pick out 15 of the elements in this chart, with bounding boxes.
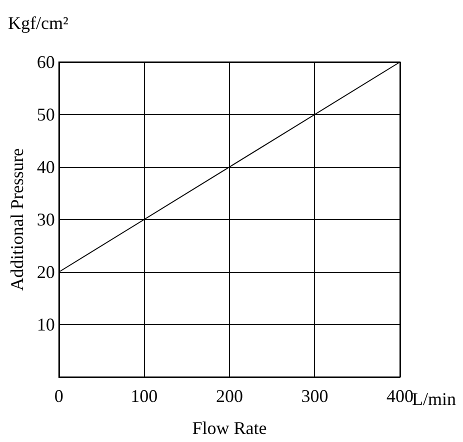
y-tick-label: 50 xyxy=(36,104,55,124)
y-tick-label: 40 xyxy=(36,157,55,177)
text: L/min xyxy=(412,389,456,409)
x-tick-label: 300 xyxy=(301,386,328,406)
y-tick-label: 30 xyxy=(36,210,55,230)
x-tick-label: 100 xyxy=(130,386,158,406)
x-axis-title: Flow Rate xyxy=(192,418,267,438)
y-tick-label: 10 xyxy=(36,314,55,334)
x-tick-label: 400 xyxy=(386,386,414,406)
text: Kgf/cm² xyxy=(8,13,68,33)
x-tick-label: 200 xyxy=(216,386,243,406)
y-axis-title: Additional Pressure xyxy=(7,148,27,291)
x-tick-label: 0 xyxy=(54,386,64,406)
y-tick-label: 20 xyxy=(36,262,55,282)
y-tick-label: 60 xyxy=(36,52,55,72)
